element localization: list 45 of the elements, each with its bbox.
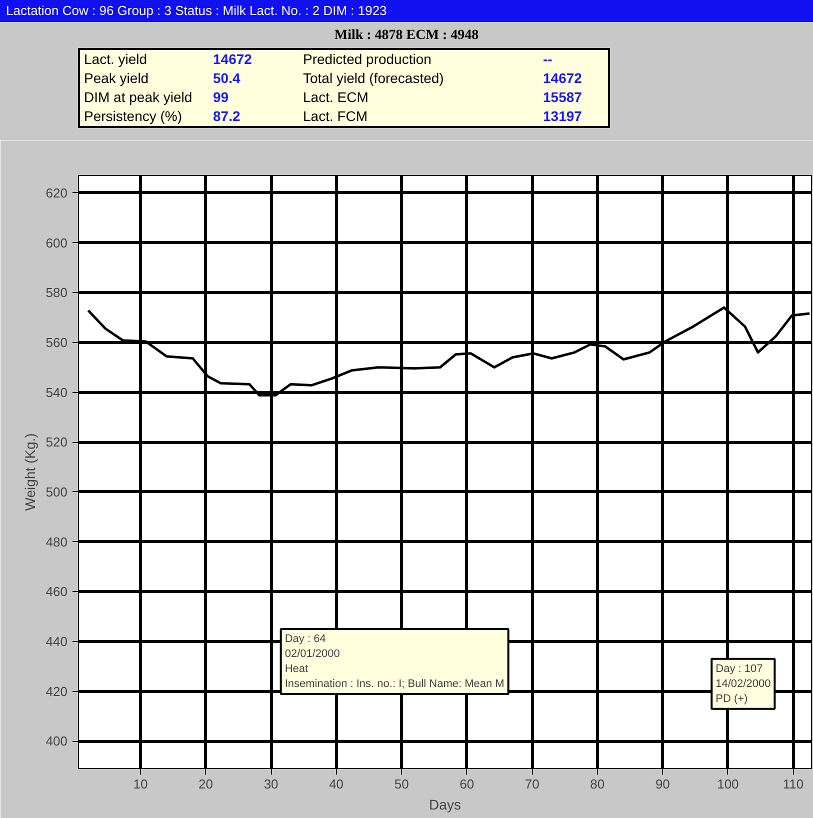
x-tick-label: 60 bbox=[460, 776, 474, 792]
x-tick-label: 110 bbox=[782, 776, 804, 792]
y-tick-label: 400 bbox=[46, 734, 68, 749]
y-tick-label: 600 bbox=[46, 235, 68, 250]
text: Lact. FCM bbox=[302, 107, 369, 126]
y-axis-title: Weight (Kg.) bbox=[22, 433, 38, 511]
x-tick-label: 30 bbox=[264, 776, 278, 792]
text: 15587 bbox=[542, 88, 583, 107]
x-tick-label: 20 bbox=[198, 776, 214, 792]
y-tick-label: 520 bbox=[46, 434, 68, 450]
y-tick-label: 420 bbox=[46, 684, 68, 699]
x-tick-label: 50 bbox=[394, 776, 409, 792]
y-tick-label: 440 bbox=[46, 634, 68, 649]
y-tick-label: 480 bbox=[46, 534, 68, 550]
y-tick-label: 560 bbox=[46, 334, 68, 350]
text: 14672 bbox=[212, 50, 253, 69]
text: 87.2 bbox=[212, 107, 242, 126]
y-tick-label: 580 bbox=[46, 285, 68, 300]
text: 13197 bbox=[542, 107, 583, 126]
text: Lact. ECM bbox=[302, 88, 370, 107]
x-axis-title: Days bbox=[429, 796, 461, 812]
text: 99 bbox=[212, 88, 230, 107]
x-tick-label: 80 bbox=[590, 776, 605, 792]
y-tick-label: 460 bbox=[46, 584, 68, 600]
text: 50.4 bbox=[212, 69, 242, 88]
text: Peak yield bbox=[83, 69, 150, 88]
x-tick-label: 40 bbox=[329, 776, 344, 792]
text: Predicted production bbox=[302, 50, 432, 69]
y-tick-label: 500 bbox=[46, 484, 68, 500]
x-tick-label: 10 bbox=[133, 776, 148, 792]
text: 14672 bbox=[542, 69, 583, 88]
text: DIM at peak yield bbox=[83, 88, 194, 107]
text: Lact. yield bbox=[83, 50, 148, 69]
chart-title: Lactation Cow : 96 Group : 3 Status : Milk Lact. No. : 2 DIM : 1923 bbox=[6, 2, 387, 20]
annotation: Day : 64 02/01/2000 Heat Insemination : Ins. no.: I; Bull Name: Mean M bbox=[284, 632, 504, 690]
y-tick-label: 620 bbox=[46, 185, 68, 200]
x-tick-label: 90 bbox=[655, 776, 670, 792]
chart-subtitle: Milk : 4878 ECM : 4948 bbox=[334, 27, 479, 45]
text: -- bbox=[542, 50, 554, 69]
text: Persistency (%) bbox=[83, 107, 184, 126]
y-tick-label: 540 bbox=[46, 384, 68, 400]
x-tick-label: 70 bbox=[524, 776, 540, 792]
x-tick-label: 100 bbox=[717, 776, 739, 792]
annotation: Day : 107 14/02/2000 PD (+) bbox=[716, 662, 771, 705]
text: Total yield (forecasted) bbox=[302, 69, 445, 88]
